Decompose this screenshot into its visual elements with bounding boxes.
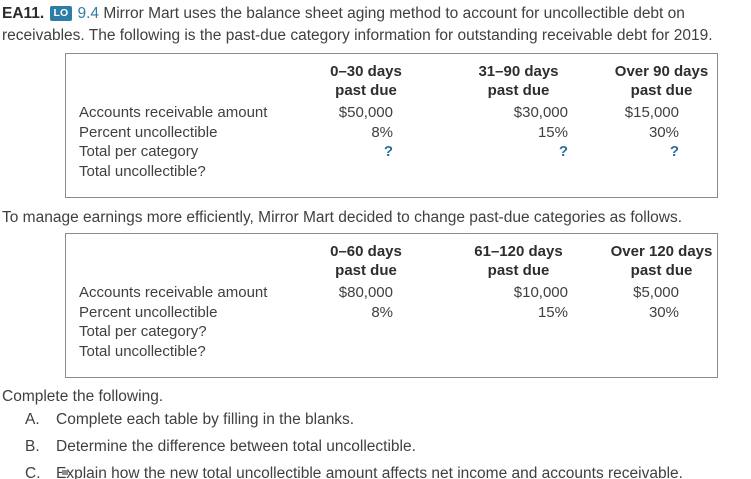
- cell-value: 30%: [648, 303, 679, 321]
- table1-row-receivable-amount: Accounts receivable amount $50,000 $30,0…: [66, 103, 717, 123]
- table2-row-receivable-amount: Accounts receivable amount $80,000 $10,0…: [66, 283, 717, 303]
- question-mark-value: ?: [669, 143, 679, 160]
- aging-table-revised: 0–60 days past due 61–120 days past due Ov…: [65, 233, 718, 378]
- row-label: Total uncollectible?: [79, 162, 206, 180]
- table1-header-row: 0–30 days past due 31–90 days past due Ove…: [66, 62, 717, 103]
- item-letter: B.: [25, 438, 40, 455]
- table1-column-header-3: Over 90 days past due: [614, 63, 709, 99]
- cell-value: [431, 342, 606, 362]
- row-label: Percent uncollectible: [79, 303, 218, 321]
- instructions-lead: Complete the following.: [2, 388, 164, 405]
- cell-value: [431, 162, 606, 182]
- table1-label-column-header: [66, 62, 301, 103]
- instructions-list: A. Complete each table by filling in the…: [0, 412, 751, 479]
- table2-label-column-header: [66, 242, 301, 283]
- stray-pixel-mark: [62, 470, 68, 475]
- table2-row-percent-uncollectible: Percent uncollectible 8% 15% 30%: [66, 303, 717, 323]
- row-label: Total per category?: [79, 323, 207, 340]
- cell-value: [301, 162, 431, 182]
- instruction-item-c: C. Explain how the new total uncollectib…: [0, 466, 751, 479]
- instruction-item-a: A. Complete each table by filling in the…: [0, 412, 751, 428]
- row-label: Percent uncollectible: [79, 123, 218, 141]
- cell-value: [606, 162, 717, 182]
- transition-paragraph: To manage earnings more efficiently, Mir…: [2, 209, 683, 226]
- table2-column-header-2: 61–120 days past due: [474, 243, 563, 279]
- table2-column-header-1: 0–60 days past due: [330, 243, 402, 279]
- cell-value: $10,000: [513, 284, 568, 301]
- cell-value: [301, 322, 431, 342]
- exercise-intro-text: Mirror Mart uses the balance sheet aging…: [2, 5, 713, 44]
- row-label: Total uncollectible?: [79, 342, 206, 360]
- instruction-item-b: B. Determine the difference between tota…: [0, 439, 751, 455]
- cell-value: [431, 322, 606, 342]
- cell-value: 30%: [648, 123, 679, 141]
- item-letter: A.: [25, 411, 40, 428]
- cell-value: 15%: [537, 123, 568, 141]
- cell-value: [606, 342, 717, 362]
- question-mark-value: ?: [383, 143, 393, 160]
- aging-table-2019: 0–30 days past due 31–90 days past due Ove…: [65, 53, 718, 198]
- cell-value: 8%: [371, 123, 393, 141]
- cell-value: 8%: [371, 303, 393, 321]
- table1-row-total-per-category: Total per category ? ? ?: [66, 142, 717, 162]
- exercise-intro-paragraph: EA11. LO 9.4 Mirror Mart uses the balanc…: [0, 0, 749, 47]
- cell-value: $30,000: [513, 104, 568, 121]
- table1-row-percent-uncollectible: Percent uncollectible 8% 15% 30%: [66, 123, 717, 143]
- table2-row-total-uncollectible: Total uncollectible?: [66, 342, 717, 362]
- table1-row-total-uncollectible: Total uncollectible?: [66, 162, 717, 182]
- table2-column-header-3: Over 120 days past due: [610, 243, 713, 279]
- cell-value: $80,000: [338, 284, 393, 301]
- learning-objective-badge: LO: [49, 6, 73, 21]
- learning-objective-number: 9.4: [77, 5, 100, 22]
- row-label: Total per category: [79, 143, 199, 160]
- row-label: Accounts receivable amount: [79, 284, 268, 301]
- cell-value: [301, 342, 431, 362]
- table2-header-row: 0–60 days past due 61–120 days past due Ov…: [66, 242, 717, 283]
- item-text: Complete each table by filling in the bl…: [56, 411, 355, 428]
- item-text: Explain how the new total uncollectible …: [56, 465, 683, 479]
- table2-row-total-per-category: Total per category?: [66, 322, 717, 342]
- item-letter: C.: [25, 465, 41, 479]
- cell-value: $15,000: [624, 104, 679, 121]
- row-label: Accounts receivable amount: [79, 104, 268, 121]
- cell-value: [606, 322, 717, 342]
- cell-value: $50,000: [338, 104, 393, 121]
- item-text: Determine the difference between total u…: [56, 438, 416, 455]
- question-mark-value: ?: [558, 143, 568, 160]
- cell-value: 15%: [537, 303, 568, 321]
- cell-value: $5,000: [633, 284, 679, 301]
- table1-column-header-2: 31–90 days past due: [478, 63, 559, 99]
- exercise-id: EA11.: [2, 5, 45, 22]
- table1-column-header-1: 0–30 days past due: [330, 63, 402, 99]
